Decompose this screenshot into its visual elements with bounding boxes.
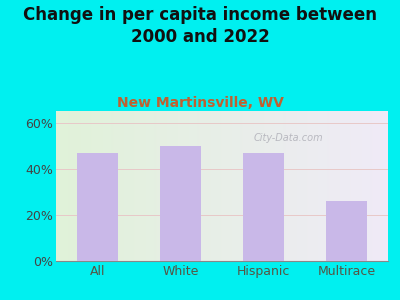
Bar (77, 152, 118, 261)
Bar (326, 201, 367, 261)
Bar (243, 152, 284, 261)
Text: City-Data.com: City-Data.com (254, 133, 323, 143)
Bar (160, 146, 201, 261)
Text: Change in per capita income between
2000 and 2022: Change in per capita income between 2000… (23, 6, 377, 46)
Text: New Martinsville, WV: New Martinsville, WV (116, 96, 284, 110)
